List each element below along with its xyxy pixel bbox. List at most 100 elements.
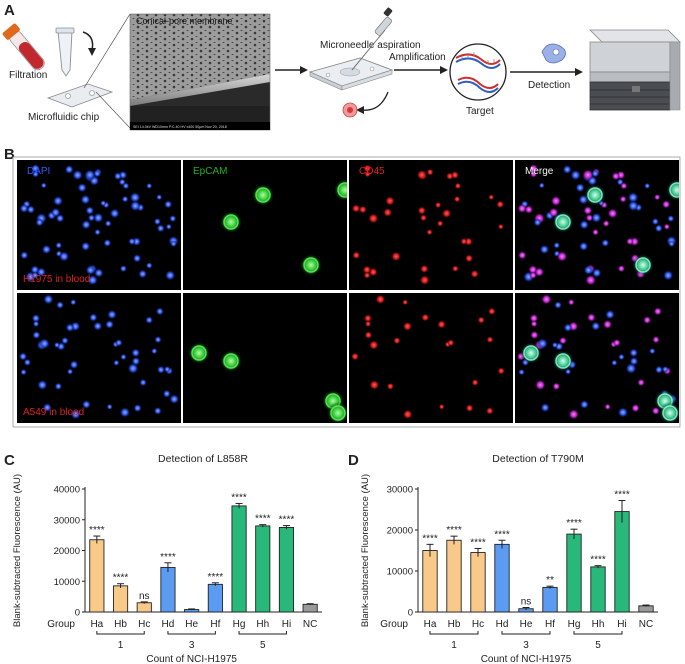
group-label: 5 [595, 640, 601, 651]
blood-tube-icon [2, 23, 45, 71]
category-label: Hc [472, 619, 484, 630]
panel-a-letter: A [4, 2, 15, 19]
category-label: Hb [448, 619, 461, 630]
category-label: NC [303, 619, 317, 630]
category-label: Hg [233, 619, 246, 630]
group-label: 5 [260, 640, 266, 651]
category-label: Hh [256, 619, 269, 630]
bar-nc [638, 605, 654, 613]
micrograph-2-4 [515, 293, 679, 423]
sem-image: Conical-pore membrane SEI 14.0kV WD10mm … [129, 13, 271, 131]
category-label: Hi [282, 619, 291, 630]
filtration-label: Filtration [9, 70, 47, 81]
significance-label: **** [89, 525, 105, 536]
significance-label: ns [139, 591, 150, 602]
group-bracket [167, 631, 216, 635]
micrograph-1-2: EpCAM [183, 160, 347, 290]
aspiration-label: Microneedle aspiration [320, 40, 421, 51]
x-axis-label: Count of NCI-H1975 [481, 654, 572, 664]
group-bracket [573, 631, 623, 635]
bar-hi [614, 511, 630, 613]
group-label: 3 [189, 640, 195, 651]
significance-label: **** [446, 525, 462, 536]
micrograph-1-4: Merge [515, 160, 679, 290]
category-label: Hf [210, 619, 220, 630]
curved-arrow-icon [82, 31, 94, 51]
significance-label: **** [614, 489, 630, 500]
row-label-2: A549 in blood [23, 407, 84, 418]
category-label: Hg [568, 619, 581, 630]
bar-ha [89, 539, 105, 613]
microneedle-icon [351, 7, 393, 71]
group-label: 1 [451, 640, 457, 651]
category-label: Ha [90, 619, 103, 630]
panel-c-letter: C [4, 452, 15, 469]
bar-hb [446, 539, 462, 613]
arrowhead-3-icon [575, 68, 583, 76]
arrowhead-1-icon [300, 66, 308, 74]
significance-label: **** [160, 552, 176, 563]
y-tick-label: 0 [75, 608, 80, 619]
microfluidic-chip-icon [308, 57, 394, 91]
panel-d: D Detection of T790M Blank-subtracted Flu… [348, 452, 658, 664]
group-bracket [429, 631, 479, 635]
category-label: He [185, 619, 198, 630]
significance-label: **** [279, 515, 295, 526]
detection-label: Detection [528, 80, 570, 91]
panel-b-letter: B [4, 146, 15, 163]
significance-label: **** [255, 514, 271, 525]
category-label: Hh [592, 619, 605, 630]
significance-label: **** [566, 518, 582, 529]
significance-label: **** [208, 572, 224, 583]
y-tick-label: 20000 [387, 526, 413, 537]
bar-ha [422, 550, 438, 613]
membrane-label: Conical-pore membrane [136, 16, 233, 26]
target-label: Target [466, 106, 494, 117]
chart-l858r: Detection of L858R Blank-subtracted Fluor… [12, 453, 322, 664]
y-axis-label: Blank-subtracted Fluorescence (AU) [12, 474, 23, 627]
group-label: 1 [118, 640, 124, 651]
bar-hc [470, 552, 486, 613]
chart-title: Detection of T790M [492, 453, 583, 465]
group-bracket [238, 631, 287, 635]
arrowhead-2-icon [440, 66, 448, 74]
bar-nc [302, 603, 318, 613]
category-label: Ha [424, 619, 437, 630]
y-tick-label: 40000 [54, 485, 80, 496]
category-label: Hf [545, 619, 555, 630]
group-label: 3 [523, 640, 529, 651]
bar-hd [494, 543, 510, 613]
group-bracket [96, 631, 145, 635]
micrograph-2-3 [349, 293, 513, 423]
y-tick-label: 30000 [54, 515, 80, 526]
y-tick-label: 10000 [387, 567, 413, 578]
category-label: He [520, 619, 533, 630]
channel-label-epcam: EpCAM [193, 166, 227, 177]
micrograph-grid: DAPI H1975 in blood EpCAM CD45 Merge A549 in … [17, 160, 679, 423]
x-axis-label: Count of NCI-H1975 [146, 654, 237, 664]
significance-label: **** [113, 573, 129, 584]
y-axis-label: Blank-subtracted Fluorescence (AU) [360, 474, 371, 627]
chip-label: Microfluidic chip [28, 112, 100, 123]
micrograph-1-3: CD45 [349, 160, 513, 290]
panel-c: C Detection of L858R Blank-subtracted Flu… [4, 452, 322, 664]
significance-label: **** [494, 529, 510, 540]
bar-hf [207, 583, 223, 613]
bar-hd [160, 566, 176, 613]
y-tick-label: 30000 [387, 485, 413, 496]
bar-hh [255, 525, 271, 613]
channel-label-merge: Merge [525, 166, 554, 177]
cell-icon [342, 102, 358, 118]
category-label: Hi [617, 619, 626, 630]
detection-instrument-icon [589, 29, 681, 111]
bar-hh [590, 566, 606, 613]
amplification-label: Amplification [389, 52, 446, 63]
dna-target-icon [449, 43, 507, 101]
bar-hi [278, 526, 295, 613]
micrograph-2-2 [183, 293, 347, 423]
filter-pipette-icon [55, 27, 75, 77]
y-tick-label: 20000 [54, 546, 80, 557]
y-tick-label: 10000 [54, 577, 80, 588]
micrograph-2-1: A549 in blood [17, 293, 181, 423]
channel-label-cd45: CD45 [359, 166, 385, 177]
